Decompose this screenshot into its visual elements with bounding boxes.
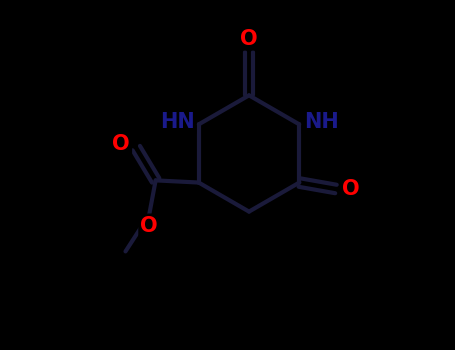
Text: O: O — [240, 28, 258, 49]
Text: NH: NH — [303, 112, 339, 132]
Text: O: O — [342, 179, 360, 199]
Text: HN: HN — [160, 112, 194, 132]
Text: O: O — [112, 134, 130, 154]
Text: O: O — [140, 216, 158, 236]
